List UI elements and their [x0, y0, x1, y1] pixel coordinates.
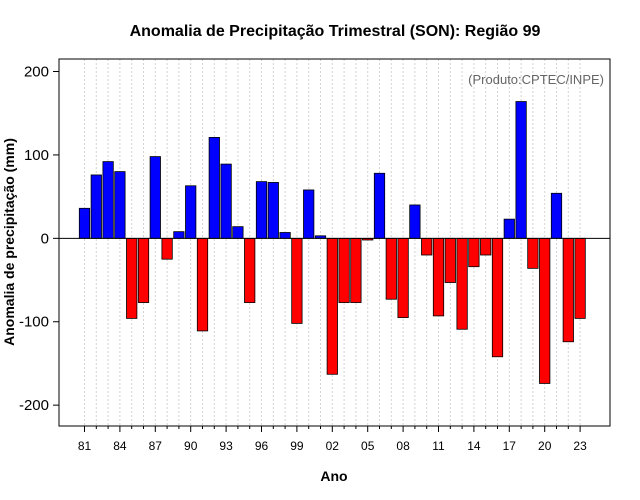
x-tick-label: 96 — [255, 439, 269, 453]
y-tick-label: -200 — [19, 397, 49, 414]
y-tick-label: 200 — [24, 64, 49, 81]
bar-2012 — [444, 237, 456, 283]
x-tick-label: 93 — [219, 439, 233, 453]
bar-1987 — [149, 156, 161, 239]
bar-2020 — [539, 237, 551, 384]
bar-2006 — [373, 172, 386, 239]
bar-1983 — [102, 161, 114, 239]
x-tick-label: 84 — [113, 439, 127, 453]
bars — [78, 101, 586, 384]
bar-2003 — [338, 237, 350, 303]
x-tick-label: 05 — [361, 439, 375, 453]
x-axis: 81 84 87 90 93 96 99 02 05 08 11 14 17 20 23 — [78, 426, 587, 453]
bar-1999 — [291, 237, 303, 324]
bar-1981 — [78, 207, 91, 239]
y-tick-label: 100 — [24, 147, 49, 164]
bar-1996 — [255, 181, 268, 239]
x-tick-label: 20 — [538, 439, 552, 453]
bar-1988 — [161, 237, 173, 260]
bar-1989 — [173, 231, 185, 239]
x-tick-label: 81 — [78, 439, 92, 453]
bar-2017 — [503, 218, 515, 239]
bar-1995 — [244, 237, 256, 303]
x-tick-label: 11 — [432, 439, 445, 453]
bar-2010 — [421, 237, 433, 256]
bar-1985 — [126, 237, 138, 319]
bar-1998 — [279, 232, 291, 239]
bar-2014 — [468, 237, 480, 268]
x-axis-label: Ano — [320, 468, 347, 484]
bar-2002 — [326, 237, 338, 375]
bar-2000 — [303, 189, 315, 239]
y-axis-label: Anomalia de precipitação (mm) — [1, 138, 17, 346]
bar-1997 — [267, 182, 279, 239]
x-tick-label: 02 — [326, 439, 340, 453]
bar-1982 — [90, 174, 102, 239]
bar-2021 — [550, 192, 563, 239]
bar-2023 — [574, 237, 586, 319]
bar-2011 — [432, 237, 445, 317]
bar-1986 — [137, 237, 150, 303]
x-tick-label: 90 — [184, 439, 198, 453]
x-tick-label: 23 — [573, 439, 587, 453]
bar-2004 — [350, 237, 362, 303]
bar-2016 — [491, 237, 504, 358]
bar-1991 — [196, 237, 209, 332]
bar-1984 — [114, 171, 126, 239]
y-tick-label: 0 — [41, 230, 49, 247]
bar-1994 — [232, 226, 244, 239]
x-tick-label: 99 — [290, 439, 304, 453]
bar-2019 — [527, 237, 539, 269]
bar-2015 — [480, 237, 492, 256]
bar-1992 — [208, 137, 220, 239]
bar-1993 — [220, 163, 232, 239]
product-annotation: (Produto:CPTEC/INPE) — [468, 72, 604, 87]
bar-1990 — [185, 185, 197, 239]
y-axis: -200 -100 0 100 200 — [19, 64, 59, 414]
bar-2007 — [385, 237, 397, 300]
x-tick-label: 08 — [396, 439, 410, 453]
bar-2022 — [562, 237, 574, 343]
x-tick-label: 17 — [503, 439, 517, 453]
bar-2018 — [515, 101, 527, 239]
bar-2013 — [456, 237, 468, 330]
plot-frame — [58, 58, 611, 427]
grid-lines — [84, 59, 581, 426]
bar-2009 — [409, 204, 421, 239]
y-tick-label: -100 — [19, 314, 49, 331]
chart-title: Anomalia de Precipitação Trimestral (SON… — [130, 23, 541, 40]
x-tick-label: 14 — [467, 439, 481, 453]
bar-2008 — [397, 237, 409, 318]
x-tick-label: 87 — [149, 439, 163, 453]
